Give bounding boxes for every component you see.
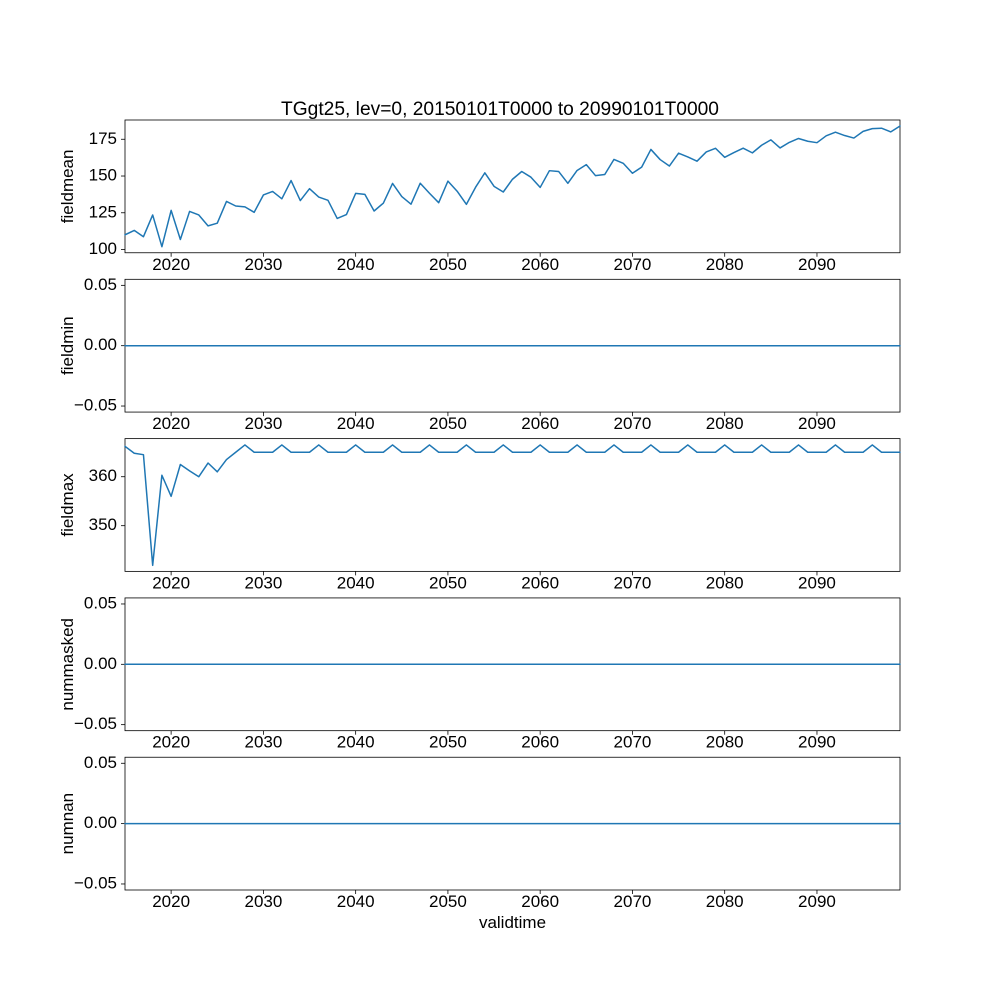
- svg-text:validtime: validtime: [479, 913, 546, 932]
- svg-text:2050: 2050: [429, 573, 467, 592]
- svg-text:2090: 2090: [798, 414, 836, 433]
- svg-text:0.05: 0.05: [84, 593, 117, 612]
- svg-text:2040: 2040: [337, 892, 375, 911]
- svg-text:2050: 2050: [429, 414, 467, 433]
- svg-text:0.00: 0.00: [84, 335, 117, 354]
- svg-text:fieldmax: fieldmax: [58, 473, 77, 537]
- svg-text:100: 100: [89, 239, 117, 258]
- svg-text:2080: 2080: [706, 573, 744, 592]
- svg-text:TGgt25, lev=0, 20150101T0000 t: TGgt25, lev=0, 20150101T0000 to 20990101…: [281, 99, 719, 120]
- svg-text:2060: 2060: [521, 733, 559, 752]
- svg-text:2020: 2020: [152, 733, 190, 752]
- svg-text:2030: 2030: [244, 573, 282, 592]
- svg-text:2020: 2020: [152, 414, 190, 433]
- svg-text:0.05: 0.05: [84, 753, 117, 772]
- svg-text:2020: 2020: [152, 255, 190, 274]
- svg-text:2020: 2020: [152, 573, 190, 592]
- svg-text:2030: 2030: [244, 733, 282, 752]
- svg-text:2050: 2050: [429, 892, 467, 911]
- svg-text:2080: 2080: [706, 733, 744, 752]
- svg-text:2030: 2030: [244, 892, 282, 911]
- svg-text:2040: 2040: [337, 573, 375, 592]
- svg-text:150: 150: [89, 166, 117, 185]
- svg-text:2030: 2030: [244, 414, 282, 433]
- svg-text:2040: 2040: [337, 414, 375, 433]
- svg-text:0.00: 0.00: [84, 813, 117, 832]
- svg-text:2060: 2060: [521, 573, 559, 592]
- svg-text:2050: 2050: [429, 255, 467, 274]
- svg-text:numnan: numnan: [58, 793, 77, 854]
- svg-text:2070: 2070: [614, 414, 652, 433]
- svg-text:fieldmin: fieldmin: [58, 316, 77, 375]
- svg-text:2070: 2070: [614, 255, 652, 274]
- svg-text:2080: 2080: [706, 414, 744, 433]
- svg-text:125: 125: [89, 202, 117, 221]
- svg-text:2090: 2090: [798, 573, 836, 592]
- svg-text:2030: 2030: [244, 255, 282, 274]
- svg-text:2060: 2060: [521, 892, 559, 911]
- svg-text:0.00: 0.00: [84, 654, 117, 673]
- svg-text:350: 350: [89, 515, 117, 534]
- svg-text:360: 360: [89, 466, 117, 485]
- svg-text:2050: 2050: [429, 733, 467, 752]
- svg-text:2020: 2020: [152, 892, 190, 911]
- svg-text:2090: 2090: [798, 892, 836, 911]
- svg-text:0.05: 0.05: [84, 275, 117, 294]
- svg-text:2070: 2070: [614, 573, 652, 592]
- svg-text:−0.05: −0.05: [74, 396, 117, 415]
- svg-text:fieldmean: fieldmean: [58, 150, 77, 224]
- svg-text:2060: 2060: [521, 414, 559, 433]
- svg-text:2070: 2070: [614, 892, 652, 911]
- svg-text:2080: 2080: [706, 892, 744, 911]
- svg-text:2070: 2070: [614, 733, 652, 752]
- svg-text:2090: 2090: [798, 733, 836, 752]
- svg-text:−0.05: −0.05: [74, 873, 117, 892]
- svg-text:−0.05: −0.05: [74, 714, 117, 733]
- svg-text:2080: 2080: [706, 255, 744, 274]
- svg-text:175: 175: [89, 129, 117, 148]
- svg-text:2040: 2040: [337, 255, 375, 274]
- svg-text:2090: 2090: [798, 255, 836, 274]
- svg-text:2060: 2060: [521, 255, 559, 274]
- svg-text:nummasked: nummasked: [58, 618, 77, 711]
- svg-text:2040: 2040: [337, 733, 375, 752]
